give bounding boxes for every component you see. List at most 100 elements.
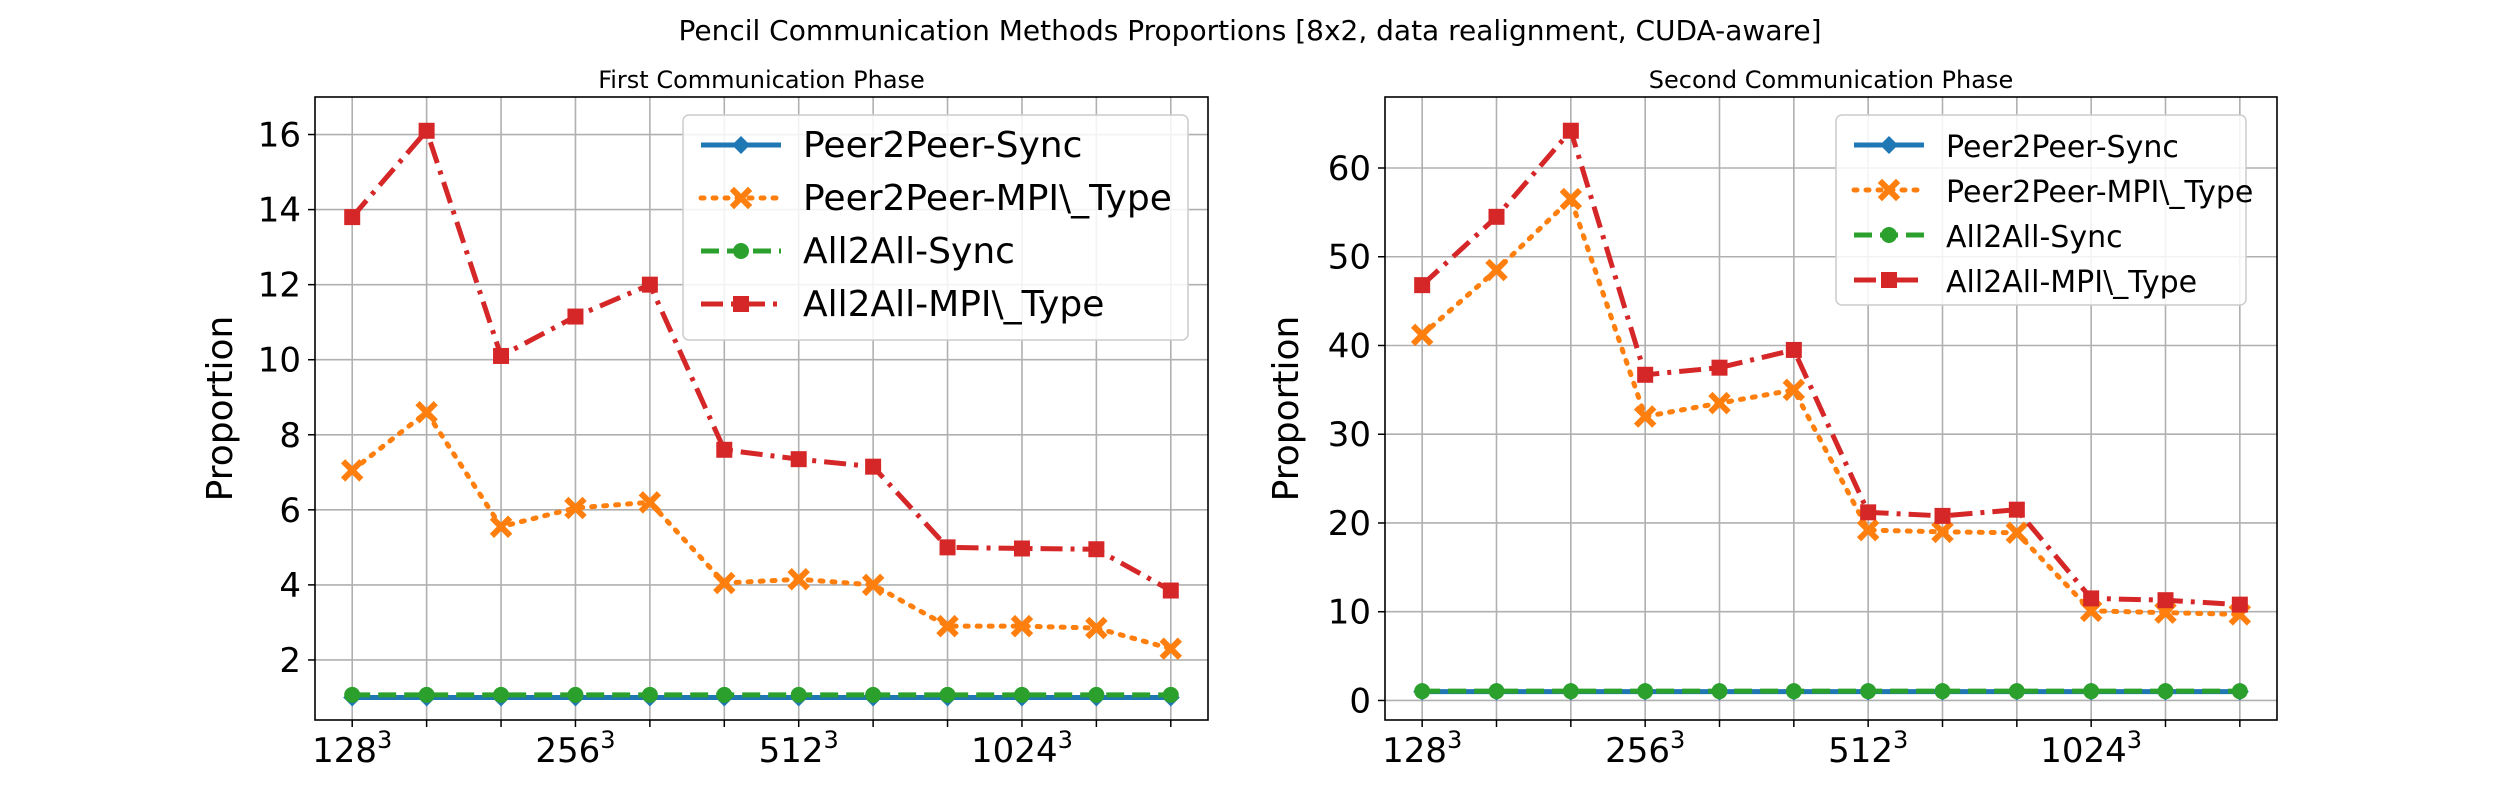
y-tick-label: 10 — [258, 341, 301, 381]
y-axis-label: Proportion — [200, 316, 241, 502]
data-point — [1711, 359, 1728, 376]
series-line — [349, 409, 1174, 652]
y-tick-label: 6 — [279, 491, 301, 531]
data-point — [716, 441, 733, 458]
series-line — [1419, 196, 2243, 617]
legend-marker — [1877, 178, 1901, 202]
legend-marker — [1881, 227, 1897, 243]
data-point — [638, 491, 662, 514]
data-point — [415, 401, 438, 424]
chart-panel-first-phase: First Communication Phase 2 4 6 8 10 12 14 16 128… — [200, 66, 1209, 771]
data-point — [861, 573, 885, 597]
legend-marker — [1881, 272, 1897, 288]
y-tick-label: 20 — [1328, 504, 1371, 544]
data-point — [567, 686, 584, 703]
legend-marker — [729, 186, 753, 210]
y-tick-label: 14 — [258, 191, 301, 231]
y-tick-label: 50 — [1328, 238, 1371, 278]
data-point — [1010, 614, 1034, 638]
data-point — [1934, 507, 1951, 524]
data-point — [1637, 683, 1654, 700]
data-point — [1162, 582, 1179, 599]
axes-frame — [1384, 96, 2278, 721]
data-point — [1088, 541, 1105, 558]
x-tick-label: 1283 — [1382, 726, 1462, 771]
legend: Peer2Peer-Sync Peer2Peer-MPI\_Type All2All… — [1835, 114, 2253, 306]
data-point — [1860, 504, 1877, 521]
data-point — [1162, 686, 1179, 703]
data-point — [1785, 341, 1802, 358]
data-point — [1559, 187, 1583, 211]
data-point — [344, 209, 361, 226]
data-point — [1637, 366, 1654, 383]
data-point — [1410, 323, 1434, 347]
y-tick-label: 4 — [279, 566, 301, 606]
legend-label: All2All-Sync — [1946, 220, 2123, 255]
series-all2all-sync — [344, 686, 1179, 703]
y-tick-label: 8 — [279, 416, 301, 456]
data-point — [340, 459, 364, 482]
data-point — [713, 571, 736, 595]
data-point — [1414, 277, 1431, 294]
y-tick-label: 12 — [258, 266, 301, 306]
legend-label: All2All-MPI\_Type — [1946, 265, 2197, 300]
y-tick-label: 0 — [1349, 681, 1371, 721]
legend-marker — [732, 136, 750, 154]
data-point — [2008, 501, 2025, 518]
data-point — [2157, 683, 2174, 700]
data-point — [1785, 683, 1802, 700]
data-point — [493, 686, 510, 703]
data-point — [1633, 405, 1657, 428]
x-tick-label: 5123 — [1828, 726, 1908, 771]
legend-box — [1835, 114, 2247, 306]
series-peer2peer-mpi-type — [1410, 187, 2252, 626]
panel-title: Second Communication Phase — [1649, 66, 2013, 94]
series-line — [350, 128, 1173, 593]
series-all2all-mpi-type — [344, 122, 1179, 599]
series-all2all-mpi-type — [1414, 122, 2248, 613]
y-tick-label: 30 — [1328, 415, 1371, 455]
data-point — [1013, 540, 1030, 557]
legend-label: Peer2Peer-MPI\_Type — [1946, 175, 2253, 210]
legend-label: Peer2Peer-MPI\_Type — [803, 178, 1172, 219]
data-point — [1562, 122, 1579, 139]
data-point — [790, 451, 807, 468]
data-point — [493, 347, 510, 364]
data-point — [418, 122, 435, 139]
legend: Peer2Peer-Sync Peer2Peer-MPI\_Type All2All… — [682, 114, 1189, 341]
series-all2all-sync — [1414, 683, 2248, 700]
legend-label: All2All-MPI\_Type — [803, 284, 1104, 325]
x-tick-label: 10243 — [971, 726, 1073, 771]
legend-box — [682, 114, 1189, 341]
legend-label: Peer2Peer-Sync — [803, 125, 1082, 166]
y-tick-label: 16 — [258, 116, 301, 156]
chart-panel-second-phase: Second Communication Phase 0 10 20 30 40 50 60 1… — [1266, 66, 2278, 771]
data-point — [1931, 520, 1954, 544]
data-point — [865, 458, 882, 475]
data-point — [1088, 686, 1105, 703]
data-point — [344, 686, 361, 703]
data-point — [1414, 683, 1431, 700]
legend-label: Peer2Peer-Sync — [1946, 130, 2179, 165]
legend-marker — [733, 296, 749, 312]
data-point — [1934, 683, 1951, 700]
x-tick-label: 1283 — [312, 726, 392, 771]
x-tick-label: 2563 — [535, 726, 615, 771]
series-peer2peer-sync — [343, 688, 1180, 707]
data-point — [787, 568, 810, 591]
data-point — [1013, 686, 1030, 703]
data-point — [418, 686, 435, 703]
data-point — [936, 614, 959, 638]
data-point — [716, 686, 733, 703]
series-peer2peer-mpi-type — [340, 401, 1183, 660]
x-tick-label: 5123 — [759, 726, 839, 771]
data-point — [1085, 616, 1108, 640]
y-tick-label: 10 — [1328, 593, 1371, 633]
data-point — [790, 686, 807, 703]
data-point — [2005, 521, 2029, 544]
data-point — [641, 686, 658, 703]
grid — [1385, 97, 2277, 720]
data-point — [1488, 683, 1505, 700]
data-point — [489, 515, 513, 538]
data-point — [1488, 208, 1505, 225]
